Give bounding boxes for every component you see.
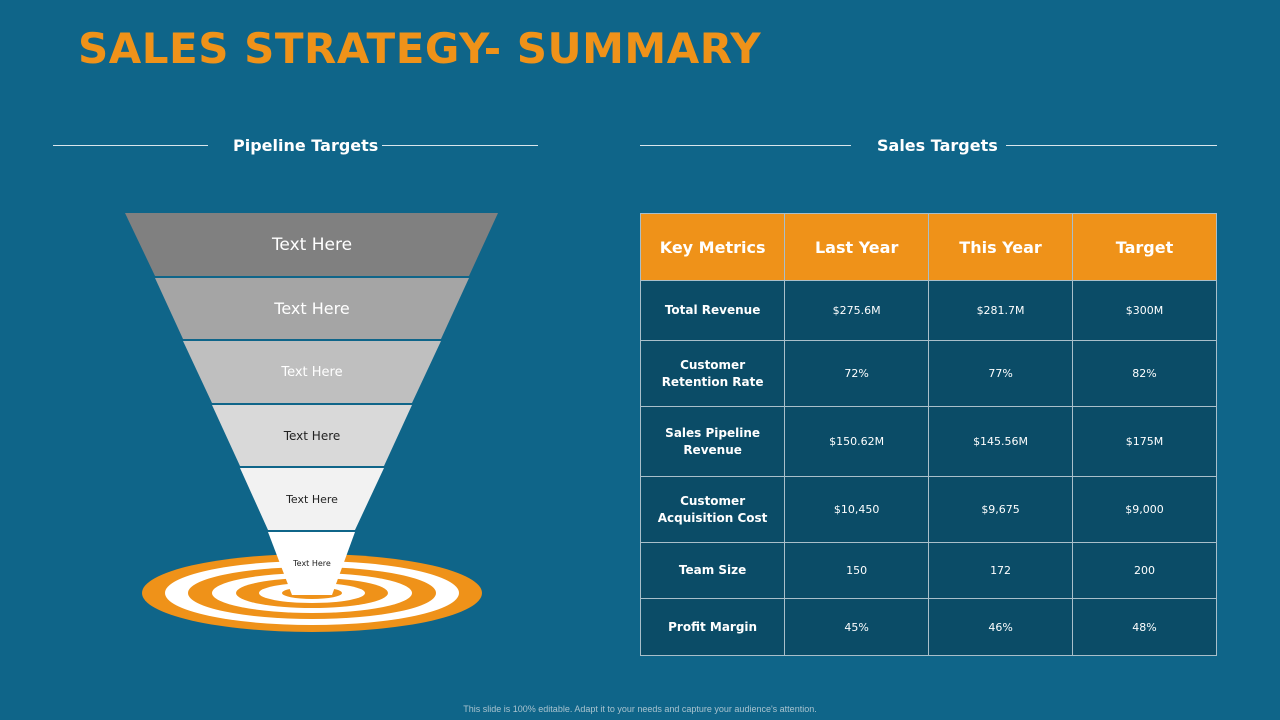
metric-name: Sales Pipeline Revenue <box>639 406 786 477</box>
target-value: $175M <box>1072 406 1217 477</box>
column-header-this-year: This Year <box>928 213 1074 281</box>
target-value: $9,000 <box>1072 476 1217 543</box>
target-value: 200 <box>1072 542 1217 599</box>
table-row: Customer Acquisition Cost $10,450 $9,675… <box>639 476 1217 543</box>
column-header-key-metrics: Key Metrics <box>639 213 786 281</box>
this-year-value: $9,675 <box>928 476 1074 543</box>
sales-rule-left <box>640 145 851 146</box>
funnel-label-6: Text Here <box>293 559 331 568</box>
column-header-target: Target <box>1072 213 1217 281</box>
last-year-value: 45% <box>784 598 930 656</box>
metric-name: Total Revenue <box>639 280 786 341</box>
target-value: 48% <box>1072 598 1217 656</box>
funnel-label-5: Text Here <box>286 493 338 506</box>
last-year-value: $150.62M <box>784 406 930 477</box>
metric-name: Team Size <box>639 542 786 599</box>
pipeline-heading: Pipeline Targets <box>233 136 379 155</box>
last-year-value: 72% <box>784 340 930 407</box>
metric-name: Customer Acquisition Cost <box>639 476 786 543</box>
column-header-last-year: Last Year <box>784 213 930 281</box>
funnel-label-2: Text Here <box>274 299 350 318</box>
target-value: $300M <box>1072 280 1217 341</box>
funnel-level-4 <box>212 405 412 466</box>
this-year-value: 77% <box>928 340 1074 407</box>
table-row: Customer Retention Rate 72% 77% 82% <box>639 340 1217 407</box>
funnel-label-3: Text Here <box>281 365 343 380</box>
this-year-value: $281.7M <box>928 280 1074 341</box>
sales-heading: Sales Targets <box>877 136 998 155</box>
funnel-level-5 <box>240 468 384 530</box>
funnel-level-2 <box>155 278 469 339</box>
target-value: 82% <box>1072 340 1217 407</box>
page-title: SALES STRATEGY- SUMMARY <box>78 24 762 73</box>
funnel-level-1 <box>125 213 498 276</box>
sales-rule-right <box>1006 145 1217 146</box>
footer-note: This slide is 100% editable. Adapt it to… <box>463 704 817 714</box>
funnel-label-4: Text Here <box>283 429 341 443</box>
this-year-value: 46% <box>928 598 1074 656</box>
last-year-value: $275.6M <box>784 280 930 341</box>
pipeline-rule-left <box>53 145 208 146</box>
table-row: Team Size 150 172 200 <box>639 542 1217 599</box>
funnel-label-1: Text Here <box>271 235 353 255</box>
metric-name: Profit Margin <box>639 598 786 656</box>
sales-targets-table: Key Metrics Last Year This Year Target T… <box>639 213 1217 656</box>
pipeline-rule-right <box>382 145 538 146</box>
metric-name: Customer Retention Rate <box>639 340 786 407</box>
table-row: Total Revenue $275.6M $281.7M $300M <box>639 280 1217 341</box>
this-year-value: 172 <box>928 542 1074 599</box>
this-year-value: $145.56M <box>928 406 1074 477</box>
funnel-level-6 <box>268 532 355 595</box>
last-year-value: 150 <box>784 542 930 599</box>
table-row: Sales Pipeline Revenue $150.62M $145.56M… <box>639 406 1217 477</box>
last-year-value: $10,450 <box>784 476 930 543</box>
funnel-level-3 <box>183 341 441 403</box>
table-header-row: Key Metrics Last Year This Year Target <box>639 213 1217 281</box>
table-row: Profit Margin 45% 46% 48% <box>639 598 1217 656</box>
